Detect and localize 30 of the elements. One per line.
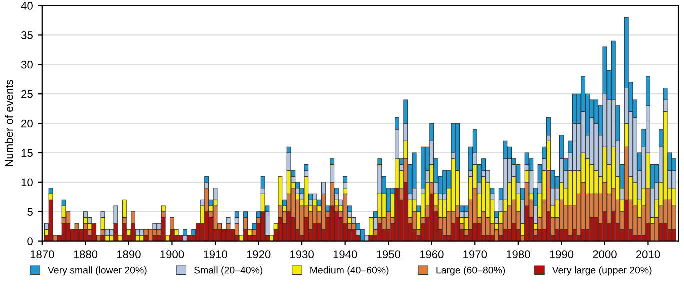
y-tick-label: 20 [22,120,33,128]
x-tick-label: 1900 [160,250,184,259]
legend-label: Medium (40–60%) [310,266,389,276]
legend-label: Very small (lower 20%) [48,266,147,276]
legend-label: Small (20–40%) [194,266,263,276]
x-tick-label: 1930 [290,250,314,259]
x-tick-label: 1980 [506,250,530,259]
x-tick-label: 2010 [636,250,660,259]
x-tick-label: 1880 [74,250,98,259]
legend-label: Large (60–80%) [436,266,506,276]
legend-label: Very large (upper 20%) [552,266,652,276]
x-tick-label: 1910 [204,250,228,259]
x-tick-label: 1920 [247,250,271,259]
y-tick-label: 15 [22,149,33,158]
y-tick-label: 35 [21,31,33,40]
x-tick-label: 1870 [30,250,54,259]
y-tick-label: 25 [22,90,33,98]
y-tick-label: 30 [21,60,33,69]
y-axis-title: Number of events [5,80,14,166]
y-tick-label: 5 [28,208,33,216]
y-tick-label: 40 [21,2,33,10]
x-tick-label: 1890 [117,250,141,259]
y-tick-label: 10 [22,178,33,187]
x-tick-label: 2000 [593,250,617,259]
y-tick-label: 0 [28,238,33,246]
x-tick-label: 1970 [464,250,488,259]
x-tick-label: 1960 [420,250,444,259]
x-tick-label: 1950 [377,250,401,259]
x-tick-label: 1990 [550,250,574,259]
x-tick-label: 1940 [334,250,358,259]
